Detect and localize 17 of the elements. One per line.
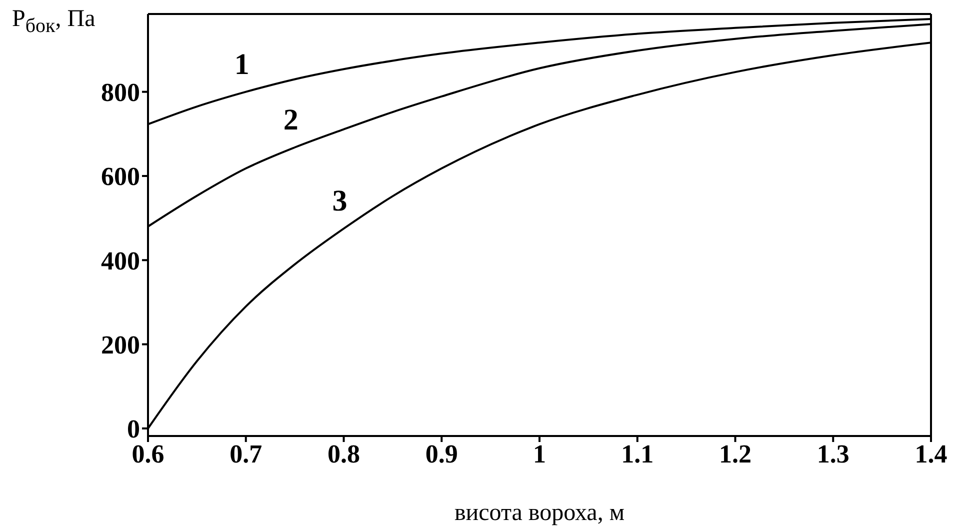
- x-tick-label: 0.8: [328, 439, 360, 468]
- x-tick-label: 1.2: [719, 439, 752, 468]
- x-tick-label: 1: [533, 439, 546, 468]
- series-label: 3: [332, 184, 348, 218]
- y-tick-label: 600: [101, 162, 140, 192]
- x-tick-label: 0.9: [425, 439, 458, 468]
- x-tick-label: 0.7: [230, 439, 262, 468]
- x-tick-label: 1.1: [621, 439, 654, 468]
- y-axis-title: P$_{бок}$, Па: [12, 6, 96, 38]
- y-tick-label: 800: [101, 78, 140, 108]
- y-tick-label: 200: [101, 330, 140, 360]
- series-label: 1: [234, 48, 250, 81]
- y-tick-label: 400: [101, 246, 140, 276]
- series-label: 2: [283, 103, 298, 136]
- x-axis-title: висота вороха, м: [454, 500, 625, 526]
- x-tick-label: 1.4: [914, 439, 948, 468]
- x-tick-label: 1.3: [816, 439, 850, 468]
